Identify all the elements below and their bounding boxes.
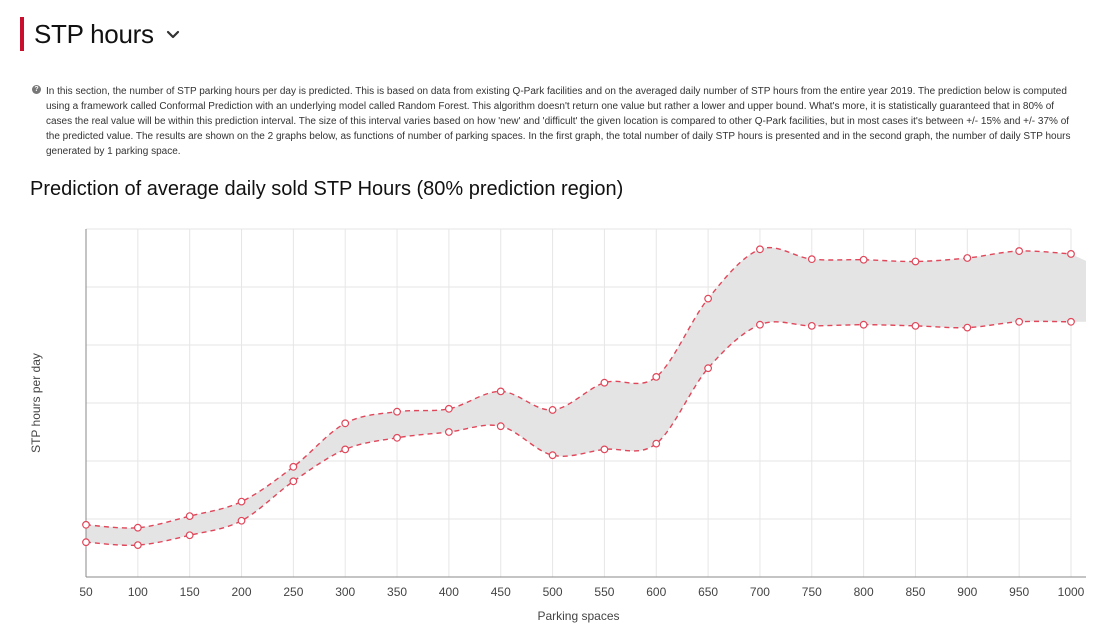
x-tick-label: 150 bbox=[180, 585, 200, 599]
x-tick-label: 450 bbox=[491, 585, 511, 599]
upper-bound-point bbox=[756, 245, 764, 254]
x-tick-label: 350 bbox=[387, 585, 407, 599]
upper-bound-point bbox=[1015, 247, 1024, 255]
x-tick-label: 750 bbox=[802, 585, 822, 599]
lower-bound-point bbox=[289, 477, 298, 486]
x-tick-label: 400 bbox=[439, 585, 459, 599]
chart-title: Prediction of average daily sold STP Hou… bbox=[30, 178, 624, 200]
upper-bound-point bbox=[185, 512, 194, 520]
lower-bound-point bbox=[807, 321, 816, 330]
upper-bound-point bbox=[548, 406, 557, 414]
lower-bound-point bbox=[1067, 317, 1075, 326]
prediction-band-extension bbox=[1071, 253, 1086, 322]
upper-bound-point bbox=[807, 255, 816, 264]
lower-bound-point bbox=[444, 428, 453, 436]
upper-bound-point bbox=[963, 254, 972, 262]
x-tick-label: 600 bbox=[646, 585, 666, 599]
upper-bound-point bbox=[341, 419, 350, 428]
upper-bound-point bbox=[911, 257, 920, 266]
x-tick-label: 700 bbox=[750, 585, 770, 599]
x-tick-label: 650 bbox=[698, 585, 718, 599]
y-axis-label: STP hours per day bbox=[29, 353, 43, 453]
upper-bound-point bbox=[393, 407, 401, 416]
info-icon: ? bbox=[32, 85, 41, 94]
x-tick-label: 500 bbox=[543, 585, 563, 599]
x-tick-label: 200 bbox=[232, 585, 252, 599]
lower-bound-point bbox=[548, 451, 557, 460]
upper-bound-point bbox=[1067, 250, 1075, 258]
lower-bound-point bbox=[652, 439, 661, 448]
lower-bound-point bbox=[496, 422, 505, 431]
upper-bound-point bbox=[444, 404, 453, 413]
lower-bound-point bbox=[859, 320, 868, 329]
x-tick-label: 50 bbox=[79, 585, 93, 599]
upper-bound-point bbox=[289, 462, 298, 471]
x-tick-label: 250 bbox=[283, 585, 303, 599]
info-text: In this section, the number of STP parki… bbox=[46, 86, 1071, 157]
x-tick-label: 900 bbox=[957, 585, 977, 599]
lower-bound-point bbox=[341, 445, 350, 454]
x-tick-label: 950 bbox=[1009, 585, 1029, 599]
upper-bound-point bbox=[600, 378, 609, 387]
x-axis-label: Parking spaces bbox=[537, 609, 619, 623]
x-tick-label: 800 bbox=[854, 585, 874, 599]
upper-bound-point bbox=[133, 523, 142, 532]
upper-bound-line bbox=[85, 247, 1072, 529]
upper-bound-point bbox=[82, 520, 90, 529]
lower-bound-point bbox=[911, 321, 920, 330]
lower-bound-point bbox=[600, 445, 609, 454]
upper-bound-point bbox=[704, 294, 713, 303]
upper-bound-point bbox=[496, 387, 505, 396]
lower-bound-point bbox=[1015, 317, 1024, 326]
upper-bound-point bbox=[652, 373, 661, 381]
lower-bound-point bbox=[133, 541, 142, 549]
x-tick-label: 300 bbox=[335, 585, 355, 599]
section-title: STP hours bbox=[34, 18, 154, 49]
chevron-down-icon[interactable] bbox=[166, 27, 180, 41]
lower-bound-point bbox=[963, 323, 972, 332]
x-tick-label: 100 bbox=[128, 585, 148, 599]
lower-bound-point bbox=[756, 320, 764, 329]
x-tick-label: 550 bbox=[594, 585, 614, 599]
lower-bound-point bbox=[393, 433, 401, 442]
lower-bound-point bbox=[237, 516, 246, 525]
lower-bound-point bbox=[185, 531, 194, 540]
section-header: STP hours bbox=[20, 16, 180, 52]
upper-bound-point bbox=[859, 255, 868, 264]
accent-bar bbox=[20, 17, 24, 51]
lower-bound-point bbox=[704, 364, 713, 373]
upper-bound-point bbox=[237, 497, 246, 506]
lower-bound-line bbox=[85, 320, 1072, 547]
lower-bound-point bbox=[82, 538, 90, 547]
x-tick-label: 850 bbox=[905, 585, 925, 599]
x-tick-label: 1000 bbox=[1058, 585, 1085, 599]
prediction-band bbox=[86, 247, 1071, 546]
info-paragraph: ? In this section, the number of STP par… bbox=[32, 84, 1072, 159]
